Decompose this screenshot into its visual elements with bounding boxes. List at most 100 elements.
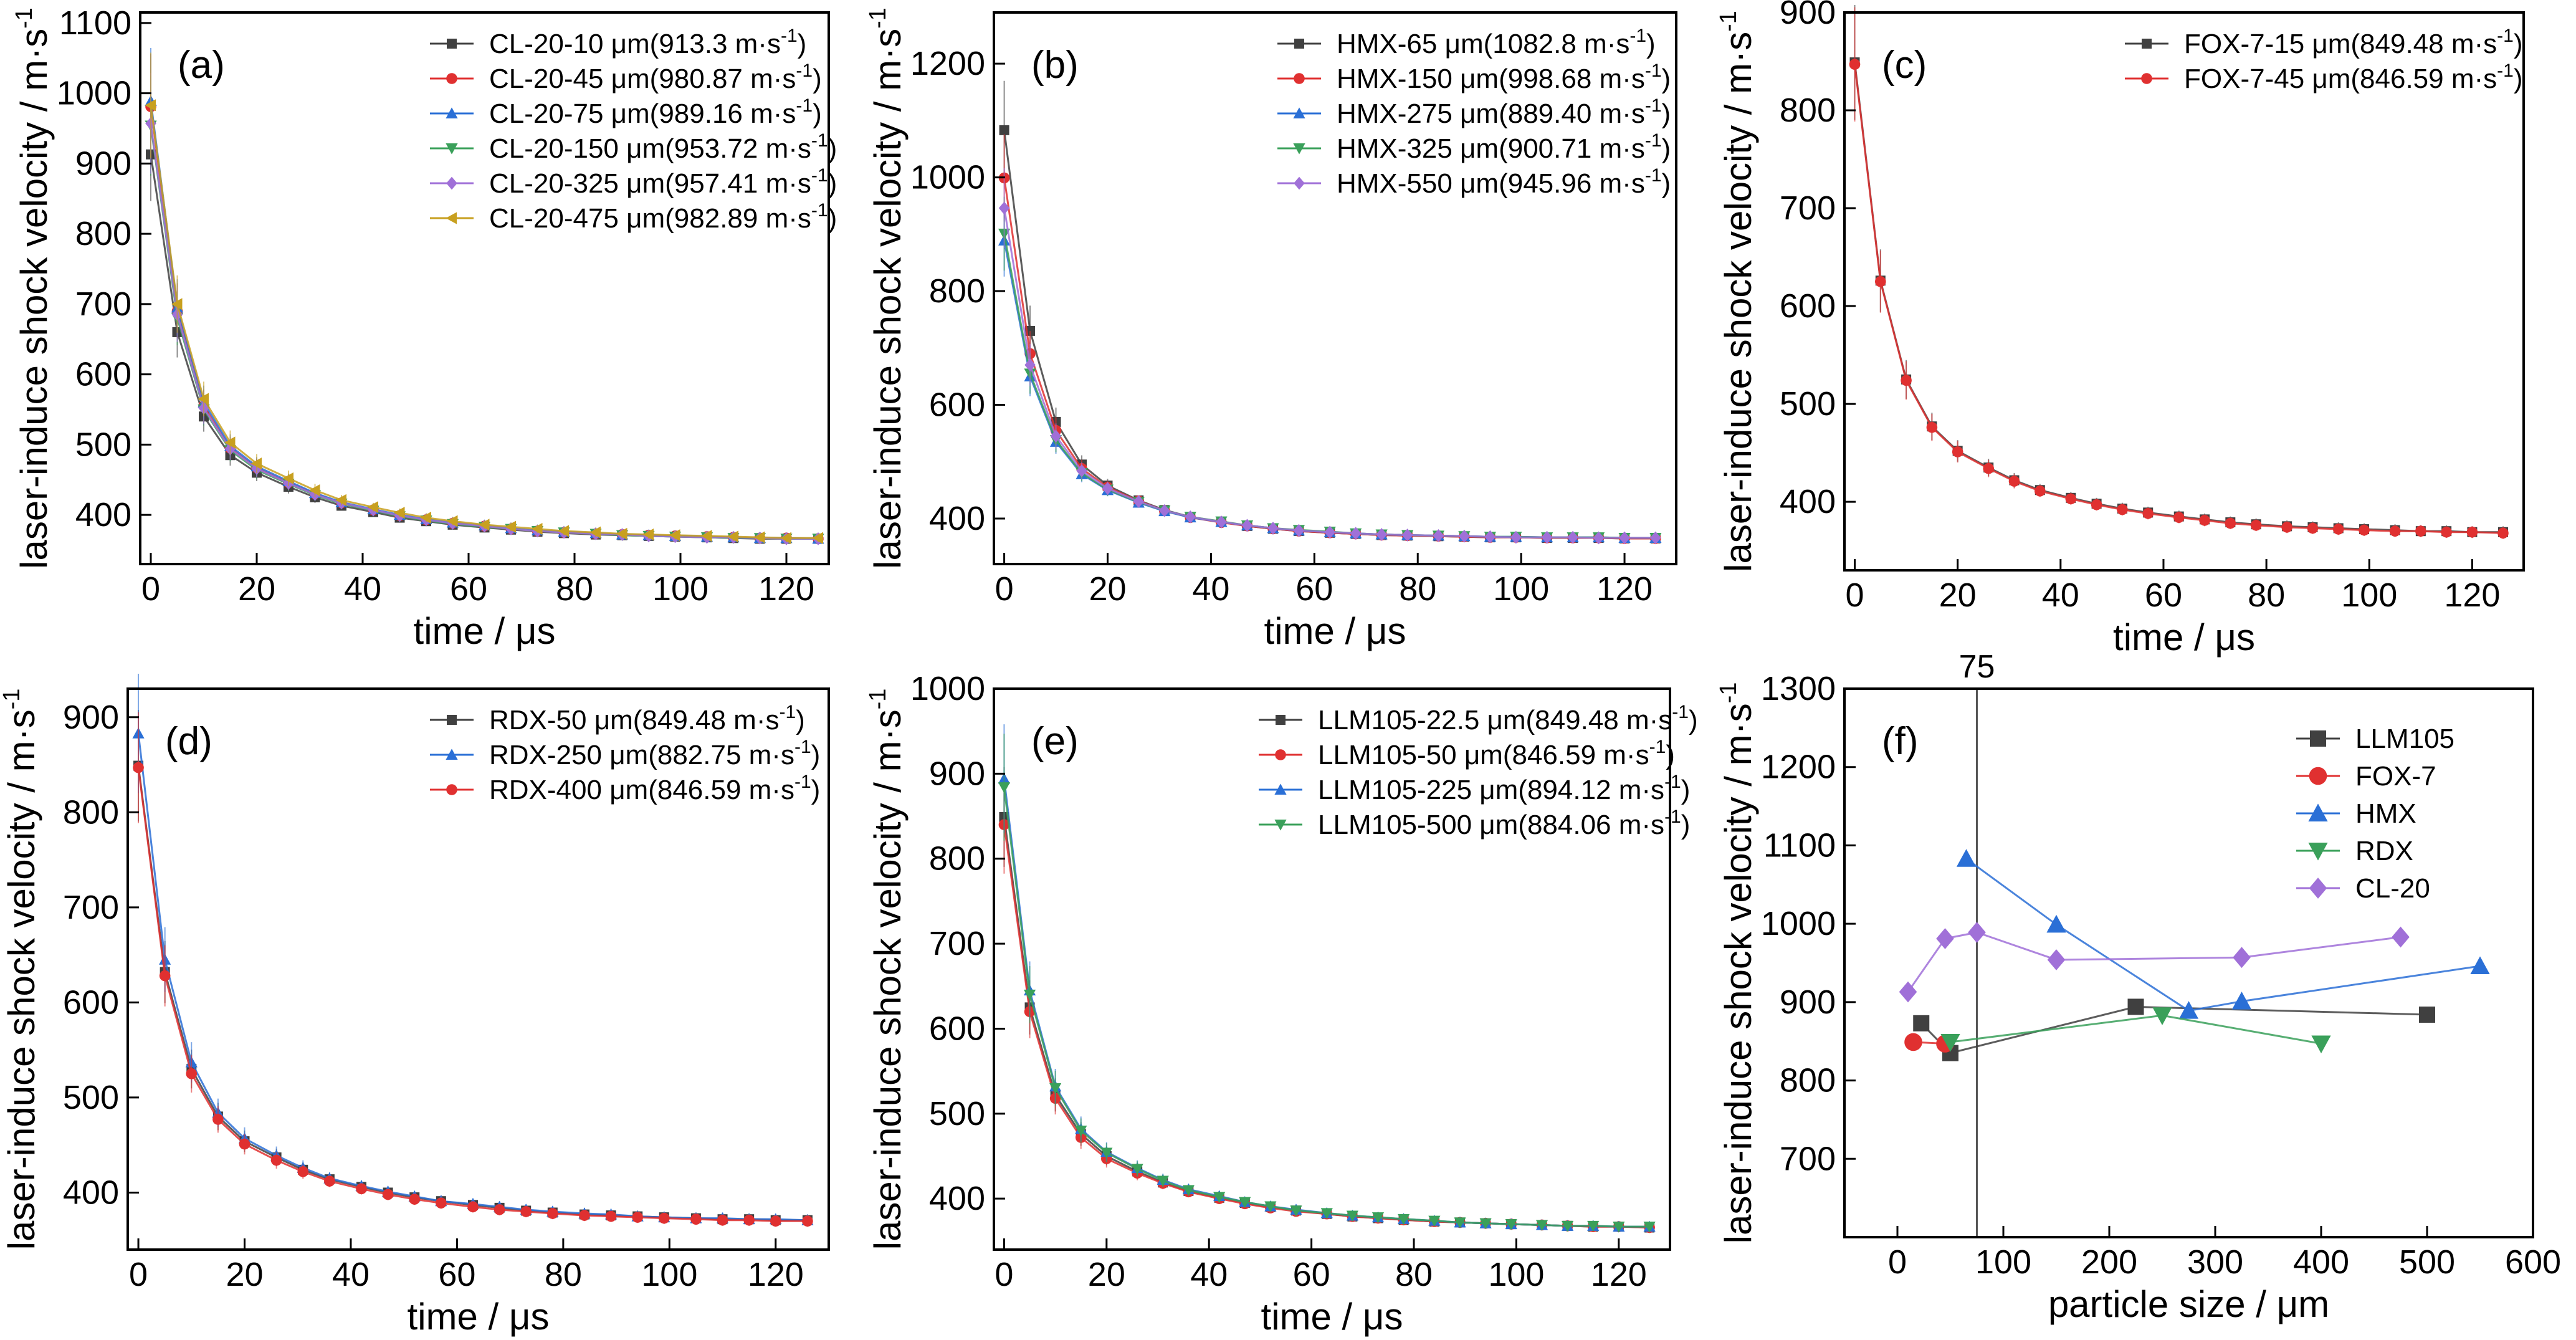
data-point (2332, 524, 2344, 535)
data-point (270, 1154, 282, 1166)
data-point (409, 1194, 421, 1205)
series-line (150, 100, 819, 540)
data-point (2199, 515, 2210, 526)
x-tick-label: 60 (438, 1256, 475, 1293)
y-tick-label: 700 (1780, 189, 1836, 227)
data-point (446, 515, 458, 527)
y-tick-label: 400 (929, 1180, 985, 1217)
y-tick-label: 700 (929, 925, 985, 962)
data-point (393, 507, 405, 519)
x-tick-label: 100 (1975, 1243, 2031, 1281)
x-tick-label: 80 (1395, 1256, 1433, 1293)
data-point (436, 1197, 447, 1209)
y-tick-label: 600 (63, 983, 119, 1021)
data-point (212, 1114, 224, 1125)
y-tick-label: 500 (1780, 385, 1836, 423)
panel-label: (a) (178, 44, 225, 87)
data-point (531, 523, 543, 535)
y-tick-label: 400 (63, 1174, 119, 1211)
data-point (547, 1208, 558, 1219)
data-point (1324, 525, 1336, 539)
data-point (2178, 1001, 2199, 1019)
x-tick-label: 40 (344, 570, 381, 608)
data-point (1619, 531, 1630, 545)
legend-marker (1276, 715, 1286, 725)
data-point (1541, 530, 1553, 544)
data-point (2307, 522, 2319, 534)
legend-marker (2309, 878, 2327, 899)
data-point (1050, 429, 1062, 443)
data-point (727, 530, 738, 543)
data-point (658, 1212, 670, 1224)
y-tick-label: 800 (63, 793, 119, 831)
data-point (2250, 519, 2262, 531)
y-tick-label: 1000 (910, 670, 985, 707)
data-point (812, 532, 823, 544)
y-axis-label: laser-induce shock velocity / m·s-1 (865, 689, 909, 1250)
y-tick-label: 400 (75, 496, 131, 534)
data-point (1131, 1164, 1143, 1175)
data-point (2091, 499, 2102, 510)
y-tick-label: 1200 (910, 45, 985, 82)
data-point (1936, 928, 1954, 949)
data-point (420, 511, 431, 524)
x-tick-label: 20 (226, 1256, 263, 1293)
y-tick-label: 700 (1780, 1140, 1836, 1177)
series-llm105 (1913, 998, 2435, 1061)
data-point (753, 531, 765, 543)
data-point (1643, 1222, 1656, 1233)
series-line (1854, 64, 2504, 534)
data-point (239, 1138, 250, 1150)
data-point (1264, 1201, 1277, 1213)
data-point (520, 1206, 532, 1217)
chart-panel-5: 0 20 40 60 80 100 120 400 500 600 700 800 900 1000 tim… (865, 670, 1698, 1338)
data-point (558, 525, 569, 537)
x-tick-label: 600 (2505, 1243, 2561, 1281)
x-tick-label: 120 (1596, 570, 1653, 608)
x-tick-label: 300 (2187, 1243, 2243, 1281)
series-llm105-500 (998, 734, 1656, 1233)
x-axis-label: time / μs (2113, 616, 2255, 658)
data-point (1102, 482, 1114, 495)
series-cl-20-475 (145, 52, 823, 544)
data-point (2127, 998, 2144, 1015)
data-point (1956, 849, 1977, 867)
y-tick-label: 400 (929, 500, 985, 537)
data-point (505, 520, 516, 533)
data-point (2231, 992, 2252, 1010)
legend-label: RDX-250 μm(882.75 m·s-1) (489, 737, 820, 770)
chart-panel-4: 0 20 40 60 80 100 120 400 500 600 700 800 900 time / … (0, 673, 830, 1338)
data-point (1459, 529, 1470, 543)
data-point (250, 457, 262, 470)
data-point (1239, 1197, 1251, 1208)
legend-label: CL-20 (2355, 873, 2430, 904)
series-hmx-550 (998, 168, 1661, 545)
series-line (1003, 208, 1656, 539)
panel-label: (c) (1882, 44, 1927, 87)
data-point (1346, 1210, 1358, 1222)
x-tick-label: 60 (2145, 577, 2182, 614)
plot-frame (993, 687, 1671, 1251)
x-tick-label: 0 (995, 1256, 1013, 1293)
data-point (1593, 531, 1605, 545)
x-tick-label: 20 (1939, 577, 1977, 614)
y-tick-label: 800 (929, 840, 985, 878)
x-axis-label: particle size / μm (2048, 1283, 2329, 1325)
series-line (1003, 816, 1650, 1229)
data-point (335, 494, 346, 507)
data-point (579, 1210, 590, 1221)
data-point (1940, 1033, 1960, 1052)
y-tick-label: 1000 (910, 159, 985, 196)
data-point (145, 99, 156, 112)
data-point (1562, 1220, 1574, 1232)
y-axis-label: laser-induce shock velocity / m·s-1 (865, 7, 909, 569)
legend-marker (446, 143, 458, 155)
y-axis-label: laser-induce shock velocity / m·s-1 (1715, 11, 1759, 572)
x-tick-label: 60 (1295, 570, 1333, 608)
series-rdx-400 (133, 712, 813, 1227)
series-hmx-325 (998, 196, 1662, 544)
series-line (1003, 824, 1650, 1229)
data-point (669, 529, 680, 542)
data-point (1267, 522, 1279, 535)
legend-marker (1293, 143, 1305, 155)
